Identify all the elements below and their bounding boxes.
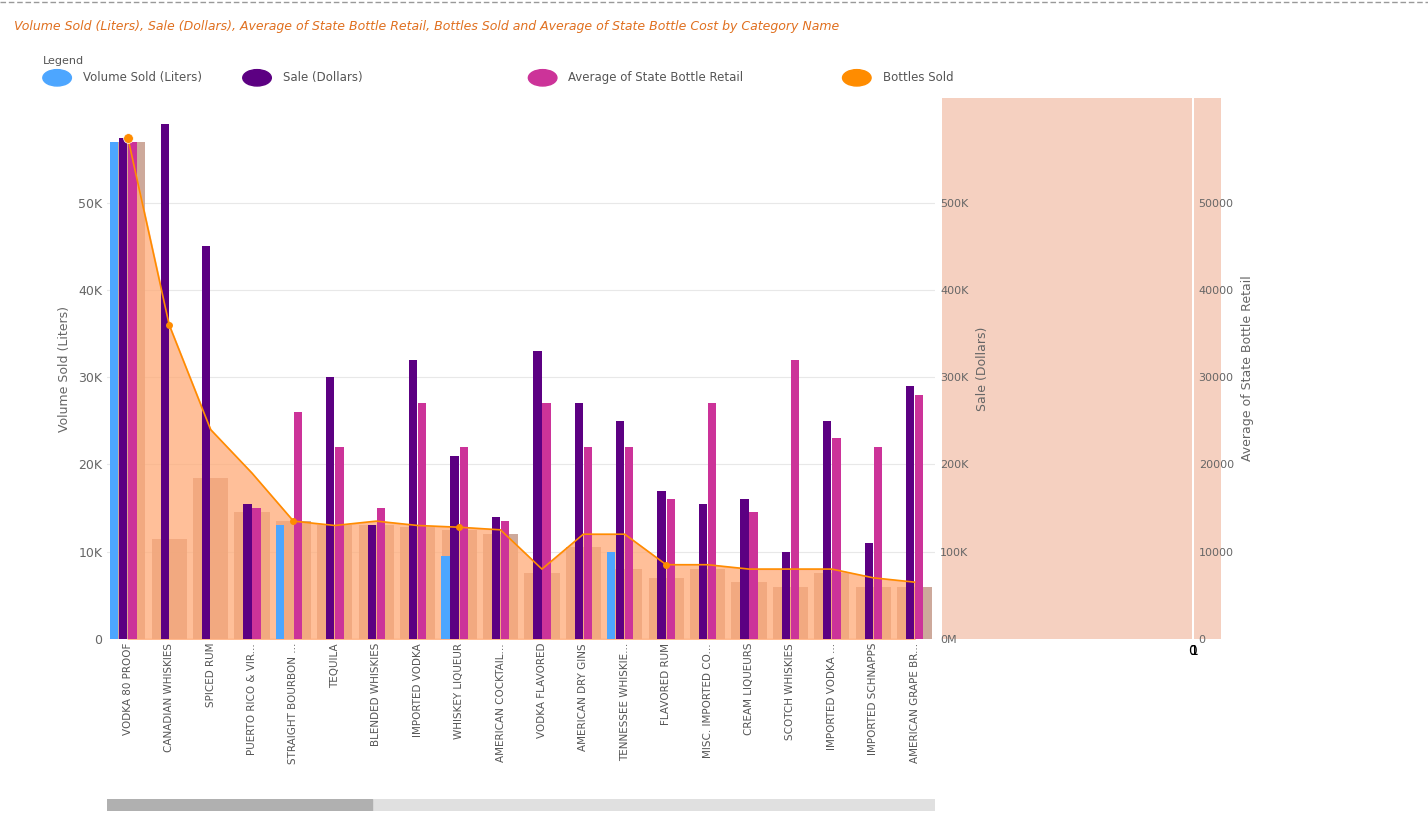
Bar xyxy=(565,547,601,639)
Bar xyxy=(915,395,924,639)
Bar xyxy=(740,500,748,639)
Text: Bottles Sold: Bottles Sold xyxy=(883,71,952,84)
Text: Volume Sold (Liters), Sale (Dollars), Average of State Bottle Retail, Bottles So: Volume Sold (Liters), Sale (Dollars), Av… xyxy=(14,20,840,34)
Bar xyxy=(377,508,386,639)
Bar xyxy=(317,526,353,639)
Bar xyxy=(657,491,665,639)
Bar xyxy=(441,556,450,639)
Bar xyxy=(234,513,270,639)
Bar xyxy=(731,582,767,639)
Bar xyxy=(367,526,376,639)
Bar xyxy=(690,569,725,639)
Bar xyxy=(336,447,344,639)
Bar xyxy=(667,500,675,639)
Text: Legend: Legend xyxy=(43,57,84,66)
Bar xyxy=(773,586,808,639)
Y-axis label: Average of State Bottle Retail: Average of State Bottle Retail xyxy=(1241,276,1254,461)
Bar xyxy=(276,521,311,639)
Bar xyxy=(418,404,427,639)
Text: Volume Sold (Liters): Volume Sold (Liters) xyxy=(83,71,201,84)
Bar xyxy=(607,569,643,639)
Bar xyxy=(833,438,841,639)
Bar xyxy=(160,124,169,639)
Bar xyxy=(905,386,914,639)
Bar xyxy=(119,138,127,639)
Bar xyxy=(450,455,458,639)
Bar xyxy=(874,447,883,639)
Bar xyxy=(201,247,210,639)
Bar xyxy=(326,378,334,639)
Bar xyxy=(294,412,303,639)
Bar xyxy=(791,360,800,639)
Bar xyxy=(483,534,518,639)
Text: Average of State Bottle Retail: Average of State Bottle Retail xyxy=(568,71,744,84)
Bar xyxy=(574,404,583,639)
Bar xyxy=(501,521,510,639)
Bar xyxy=(193,477,228,639)
Bar xyxy=(823,421,831,639)
Bar xyxy=(524,573,560,639)
Bar xyxy=(855,586,891,639)
Bar xyxy=(708,404,717,639)
Bar xyxy=(400,527,436,639)
Bar xyxy=(408,360,417,639)
Bar xyxy=(491,517,500,639)
Bar xyxy=(750,513,758,639)
Bar xyxy=(781,552,790,639)
Bar xyxy=(698,504,707,639)
Bar xyxy=(110,142,119,639)
Bar xyxy=(615,421,624,639)
Bar xyxy=(814,573,850,639)
Bar xyxy=(607,552,615,639)
Bar xyxy=(151,539,187,639)
Text: Sale (Dollars): Sale (Dollars) xyxy=(283,71,363,84)
Bar xyxy=(441,530,477,639)
Bar xyxy=(110,142,146,639)
Bar xyxy=(543,404,551,639)
Bar xyxy=(253,508,261,639)
Bar xyxy=(129,142,137,639)
Bar xyxy=(864,543,873,639)
Bar xyxy=(533,351,541,639)
Bar xyxy=(460,447,468,639)
Bar xyxy=(358,526,394,639)
Bar xyxy=(276,526,284,639)
Bar xyxy=(243,504,251,639)
Bar xyxy=(584,447,593,639)
Y-axis label: Sale (Dollars): Sale (Dollars) xyxy=(975,326,988,411)
Bar xyxy=(648,577,684,639)
Bar xyxy=(897,586,932,639)
Y-axis label: Volume Sold (Liters): Volume Sold (Liters) xyxy=(59,305,71,432)
Bar xyxy=(625,447,634,639)
Bar xyxy=(107,799,373,811)
